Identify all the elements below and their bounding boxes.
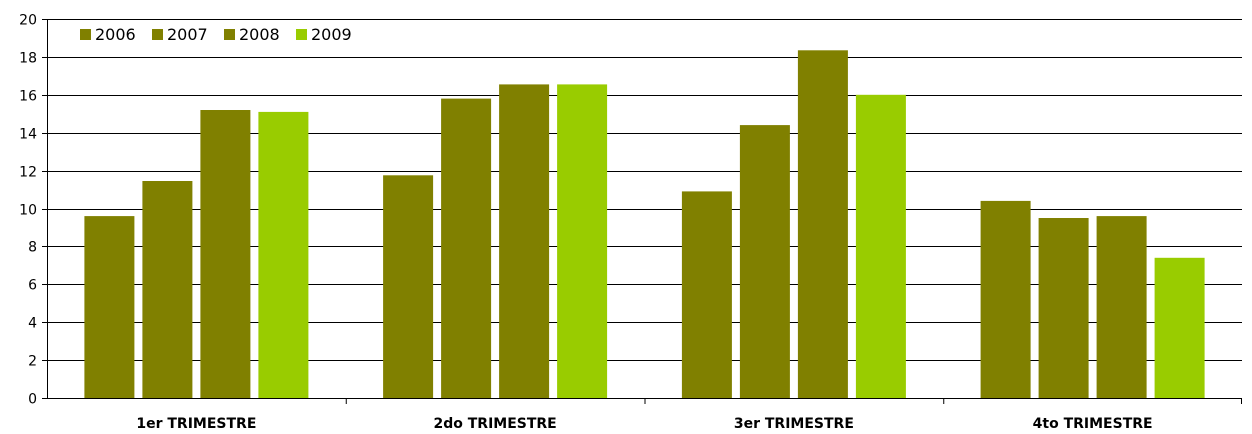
bar-2006-3 [681,191,732,398]
bar-2007-2 [441,98,492,398]
legend-label-2007: 2007 [167,25,208,44]
y-tick-label: 10 [19,203,37,219]
legend: 2006 2007 2008 2009 [80,25,352,44]
bar-2008-2 [499,84,550,399]
x-category-label: 2do TRIMESTRE [433,416,556,432]
bars-group [84,50,1205,399]
axes [42,19,1242,404]
bar-2009-3 [855,94,906,399]
legend-swatch-2006 [80,29,91,40]
bar-2009-1 [258,111,309,399]
y-tick-label: 0 [28,392,37,408]
bar-2007-3 [739,125,790,398]
y-tick-label: 6 [28,278,37,294]
bar-2008-4 [1096,216,1147,398]
bar-2008-3 [797,50,848,399]
y-tick-labels: 0 2 4 6 8 10 12 14 16 18 20 [19,13,37,408]
y-tick-label: 12 [19,165,37,181]
bar-2006-2 [383,175,434,398]
legend-label-2006: 2006 [95,25,136,44]
x-category-labels: 1er TRIMESTRE 2do TRIMESTRE 3er TRIMESTRE 4… [136,416,1152,432]
bar-2006-1 [84,216,135,398]
x-category-label: 3er TRIMESTRE [734,416,854,432]
y-tick-label: 8 [28,240,37,256]
legend-label-2009: 2009 [311,25,352,44]
x-category-label: 4to TRIMESTRE [1033,416,1153,432]
y-tick-label: 20 [19,13,37,29]
bar-2009-2 [557,84,608,399]
legend-swatch-2009 [296,29,307,40]
bar-2009-4 [1154,257,1205,398]
bar-2006-4 [980,200,1031,398]
bar-2008-1 [200,110,251,398]
y-tick-label: 4 [28,316,37,332]
y-tick-label: 18 [19,51,37,67]
legend-label-2008: 2008 [239,25,280,44]
y-tick-label: 14 [19,127,37,143]
y-tick-label: 2 [28,354,37,370]
legend-swatch-2007 [152,29,163,40]
bar-2007-1 [142,181,193,398]
y-tick-label: 16 [19,89,37,105]
bar-2007-4 [1038,218,1089,398]
legend-swatch-2008 [224,29,235,40]
x-category-label: 1er TRIMESTRE [136,416,256,432]
